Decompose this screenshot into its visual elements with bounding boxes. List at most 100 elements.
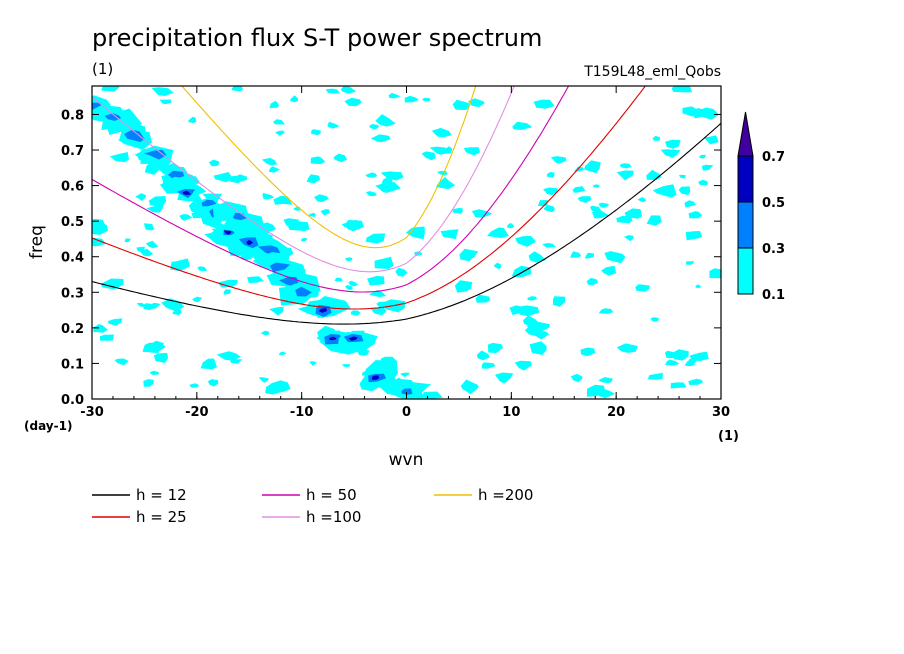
noise-contour-patch [341,364,351,368]
dispersion-curve-h200 [181,86,477,249]
noise-contour-patch [635,284,650,292]
noise-contour-patch [375,182,401,193]
noise-contour-patch [665,139,681,149]
noise-contour-patch [507,222,515,229]
noise-contour-patch [265,383,284,395]
noise-contour-patch [580,347,596,357]
colorbar-label: 0.1 [762,288,785,303]
noise-contour-patch [381,177,393,184]
band-contour-peak [182,190,191,195]
noise-contour-patch [421,151,436,161]
noise-contour-patch [684,200,696,208]
noise-contour-patch [452,208,463,214]
noise-contour-patch [570,373,583,383]
noise-contour-patch [345,257,353,262]
noise-contour-patch [688,358,697,364]
noise-contour-patch [452,99,469,111]
noise-contour-patch [179,214,193,221]
y-tick-label: 0.6 [61,180,84,195]
noise-contour-patch [192,296,203,303]
noise-contour-patch [223,289,231,295]
x-tick-label: 10 [502,405,520,420]
noise-contour-patch [493,262,501,270]
legend: h = 12 h = 25 h = 50 h =100 h =200 [92,486,533,526]
y-tick-label: 0.7 [61,144,84,159]
dispersion-curve-layer [92,86,721,325]
noise-contour-patch [262,192,275,200]
noise-contour-patch [309,361,317,366]
noise-contour-patch [334,277,343,282]
noise-contour-patch [149,340,166,352]
band-contour-max [330,337,335,340]
colorbar-swatch [737,155,754,203]
noise-contour-patch [572,186,586,193]
noise-contour-patch [590,205,602,213]
noise-contour-patch [216,351,241,361]
noise-contour-patch [310,156,326,165]
chart-title: precipitation flux S-T power spectrum [92,24,542,52]
y-axis-label: freq [27,225,47,259]
noise-contour-patch [665,359,680,366]
noise-contour-patch [400,372,410,377]
noise-contour-patch [429,146,452,155]
noise-contour-patch [684,360,696,367]
band-contour-peak [348,336,358,341]
noise-contour-patch [601,265,617,276]
y-tick-label: 0.5 [61,215,84,230]
axis-ticks: -30 -20 -10 0 10 20 30 0.0 0.1 0.2 0.3 0.4 0.5 0.6 0.7… [61,86,730,420]
noise-contour-patch [550,156,567,164]
noise-contour-patch [380,171,404,181]
noise-contour-patch [327,121,340,129]
noise-contour-patch [552,296,566,307]
noise-contour-patch [92,224,108,235]
y-tick-label: 0.3 [61,286,84,301]
noise-contour-patch [301,237,308,242]
plot-background [92,86,721,399]
noise-contour-patch [460,379,479,395]
noise-contour-patch [437,170,448,176]
colorbar-swatch [737,201,754,249]
noise-contour-patch [100,334,114,341]
noise-contour-patch [143,379,154,387]
noise-contour-patch [345,285,354,291]
noise-contour-patch [577,196,592,203]
noise-contour-patch [616,343,638,353]
dispersion-curve-h100 [92,86,515,273]
noise-contour-patch [703,135,719,145]
x-tick-label: 30 [712,405,730,420]
noise-contour-patch [159,99,172,105]
subtitle-left: (1) [92,60,113,78]
noise-contour-patch [208,159,220,167]
noise-contour-patch [624,208,642,219]
contour-fill-layer [92,86,721,399]
band-contour-core [104,113,122,121]
noise-contour-patch [268,166,280,173]
noise-contour-patch [698,179,708,186]
noise-contour-patch [515,235,537,247]
y-tick-label: 0.2 [61,322,84,337]
band-contour-core [124,129,145,142]
noise-contour-patch [308,213,316,217]
noise-contour-patch [93,324,108,333]
legend-label: h =100 [306,508,361,526]
noise-contour-patch [586,277,598,286]
y-tick-label: 0.1 [61,357,84,372]
noise-contour-patch [365,233,386,244]
noise-contour-patch [701,164,714,171]
noise-contour-patch [463,147,480,156]
noise-contour-patch [189,383,200,388]
noise-contour-patch [325,88,340,94]
noise-contour-patch [431,127,452,138]
x-tick-label: 0 [402,405,411,420]
noise-contour-patch [678,186,691,196]
noise-contour-patch [523,315,539,328]
noise-contour-patch [149,370,159,375]
noise-contour-patch [592,184,600,188]
noise-contour-patch [671,86,693,93]
noise-contour-patch [345,220,364,232]
noise-contour-patch [511,265,532,278]
legend-label: h = 25 [136,508,187,526]
noise-contour-patch [145,240,159,249]
noise-contour-patch [454,280,473,293]
noise-contour-patch [542,243,557,248]
